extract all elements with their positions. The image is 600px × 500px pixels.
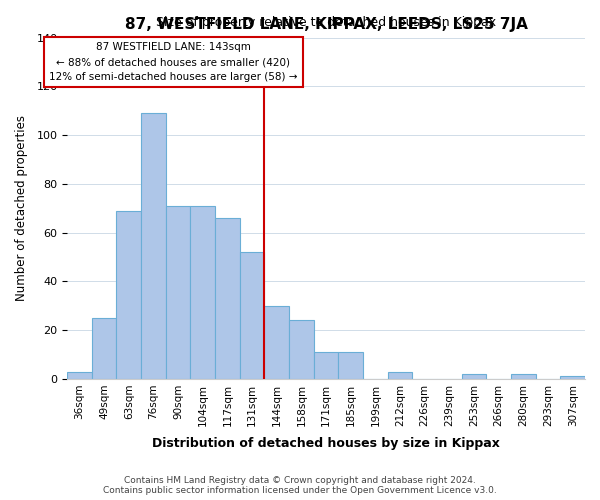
- Bar: [560, 376, 585, 379]
- Y-axis label: Number of detached properties: Number of detached properties: [15, 116, 28, 302]
- Bar: [215, 218, 240, 379]
- Text: Contains HM Land Registry data © Crown copyright and database right 2024.
Contai: Contains HM Land Registry data © Crown c…: [103, 476, 497, 495]
- Bar: [141, 113, 166, 379]
- Bar: [462, 374, 487, 379]
- Bar: [166, 206, 190, 379]
- X-axis label: Distribution of detached houses by size in Kippax: Distribution of detached houses by size …: [152, 437, 500, 450]
- Bar: [67, 372, 92, 379]
- Bar: [289, 320, 314, 379]
- Title: 87, WESTFIELD LANE, KIPPAX, LEEDS, LS25 7JA: 87, WESTFIELD LANE, KIPPAX, LEEDS, LS25 …: [125, 18, 527, 32]
- Bar: [240, 252, 265, 379]
- Text: 87 WESTFIELD LANE: 143sqm
← 88% of detached houses are smaller (420)
12% of semi: 87 WESTFIELD LANE: 143sqm ← 88% of detac…: [49, 42, 298, 82]
- Bar: [388, 372, 412, 379]
- Bar: [190, 206, 215, 379]
- Bar: [338, 352, 363, 379]
- Bar: [92, 318, 116, 379]
- Bar: [265, 306, 289, 379]
- Text: Size of property relative to detached houses in Kippax: Size of property relative to detached ho…: [156, 16, 496, 29]
- Bar: [314, 352, 338, 379]
- Bar: [511, 374, 536, 379]
- Bar: [116, 210, 141, 379]
